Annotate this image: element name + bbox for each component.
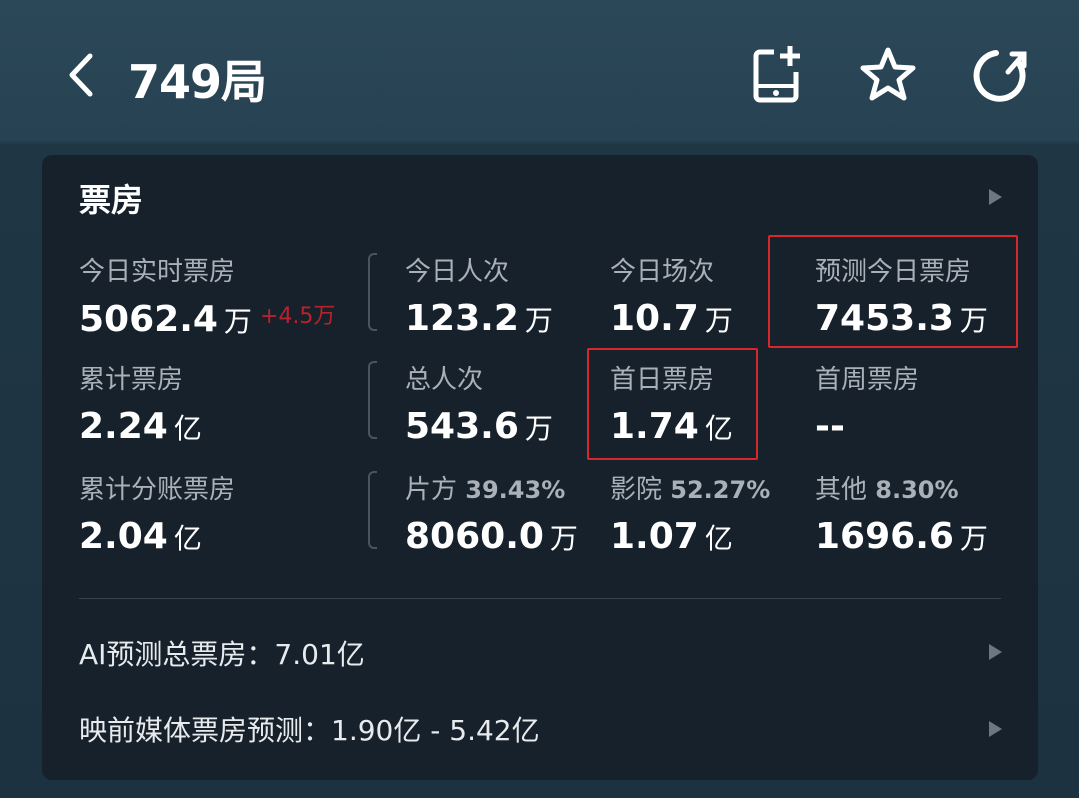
stat-value: 7453.3 万 xyxy=(815,298,988,339)
value-unit: 亿 xyxy=(173,412,202,445)
label-pct: 39.43% xyxy=(465,476,566,504)
label-text: 片方 xyxy=(405,475,458,505)
stat-value: -- xyxy=(815,406,919,447)
page-title: 749局 xyxy=(128,55,267,109)
add-to-phone-icon[interactable] xyxy=(748,44,808,106)
stat-today-realtime: 今日实时票房 5062.4 万 +4.5万 xyxy=(79,251,335,340)
value-unit: 万 xyxy=(704,304,733,337)
divider xyxy=(79,598,1001,599)
stat-total-admissions: 总人次 543.6 万 xyxy=(405,359,553,447)
label-pct: 8.30% xyxy=(875,476,959,504)
value-number: 8060.0 xyxy=(405,516,544,557)
stat-forecast-today: 预测今日票房 7453.3 万 xyxy=(815,251,988,339)
value-unit: 万 xyxy=(223,305,252,338)
stat-label: 累计票房 xyxy=(79,365,184,395)
value-unit: 万 xyxy=(524,304,553,337)
stat-producer-share: 片方 39.43% 8060.0 万 xyxy=(405,469,578,557)
media-forecast-arrow-icon[interactable] xyxy=(989,721,1002,737)
box-office-card: 票房 今日实时票房 5062.4 万 +4.5万 今日人次 123.2 万 今日场次 … xyxy=(42,155,1038,780)
stat-value: 543.6 万 xyxy=(405,406,553,447)
stat-value: 8060.0 万 xyxy=(405,516,578,557)
value-unit: 亿 xyxy=(173,522,202,555)
label-text: 影院 xyxy=(610,475,663,505)
ai-forecast-row[interactable]: AI预测总票房：7.01亿 xyxy=(79,638,365,671)
value-unit: 万 xyxy=(549,522,578,555)
stat-cumulative-split: 累计分账票房 2.04 亿 xyxy=(79,469,235,557)
stat-value: 2.04 亿 xyxy=(79,516,235,557)
stat-value: 1.07 亿 xyxy=(610,516,770,557)
value-number: 1.74 xyxy=(610,406,699,447)
stat-value: 1696.6 万 xyxy=(815,516,988,557)
stat-label: 今日实时票房 xyxy=(79,257,236,287)
stat-label: 总人次 xyxy=(405,365,484,395)
card-title: 票房 xyxy=(79,181,144,219)
stat-label: 影院 52.27% xyxy=(610,469,770,506)
stat-value: 10.7 万 xyxy=(610,298,733,339)
bracket-divider xyxy=(368,253,377,331)
value-number: 7453.3 xyxy=(815,298,954,339)
stat-value: 2.24 亿 xyxy=(79,406,202,447)
label-text: 其他 xyxy=(815,475,868,505)
bracket-divider xyxy=(368,361,377,439)
value-unit: 亿 xyxy=(704,522,733,555)
stat-first-week: 首周票房 -- xyxy=(815,359,919,447)
value-unit: 万 xyxy=(959,304,988,337)
stat-label: 片方 39.43% xyxy=(405,469,578,506)
stat-label: 首日票房 xyxy=(610,365,715,395)
stat-today-admissions: 今日人次 123.2 万 xyxy=(405,251,553,339)
value-number: 543.6 xyxy=(405,406,519,447)
star-icon[interactable] xyxy=(858,44,918,106)
stat-label: 今日人次 xyxy=(405,257,510,287)
value-number: 5062.4 xyxy=(79,299,218,340)
stat-cumulative: 累计票房 2.24 亿 xyxy=(79,359,202,447)
stat-value: 1.74 亿 xyxy=(610,406,733,447)
value-number: 2.04 xyxy=(79,516,168,557)
value-unit: 万 xyxy=(959,522,988,555)
value-delta: +4.5万 xyxy=(259,304,336,329)
ai-forecast-arrow-icon[interactable] xyxy=(989,644,1002,660)
value-unit: 万 xyxy=(524,412,553,445)
value-number: -- xyxy=(815,406,845,447)
stat-today-screenings: 今日场次 10.7 万 xyxy=(610,251,733,339)
refresh-icon[interactable] xyxy=(972,44,1032,106)
stat-other-share: 其他 8.30% 1696.6 万 xyxy=(815,469,988,557)
stat-label: 预测今日票房 xyxy=(815,257,972,287)
stat-value: 5062.4 万 +4.5万 xyxy=(79,298,335,340)
value-number: 1696.6 xyxy=(815,516,954,557)
stat-label: 其他 8.30% xyxy=(815,469,988,506)
stat-label: 累计分账票房 xyxy=(79,475,236,505)
back-chevron-icon[interactable] xyxy=(62,52,102,98)
value-number: 10.7 xyxy=(610,298,699,339)
media-forecast-row[interactable]: 映前媒体票房预测：1.90亿 - 5.42亿 xyxy=(79,714,540,747)
highlight-box xyxy=(587,348,758,460)
label-pct: 52.27% xyxy=(670,476,771,504)
value-number: 1.07 xyxy=(610,516,699,557)
bracket-divider xyxy=(368,471,377,549)
stat-label: 今日场次 xyxy=(610,257,715,287)
stat-label: 首周票房 xyxy=(815,365,920,395)
value-unit: 亿 xyxy=(704,412,733,445)
stat-first-day: 首日票房 1.74 亿 xyxy=(610,359,733,447)
value-number: 123.2 xyxy=(405,298,519,339)
stat-value: 123.2 万 xyxy=(405,298,553,339)
header: 749局 xyxy=(0,0,1079,145)
card-more-arrow-icon[interactable] xyxy=(989,189,1002,205)
highlight-box xyxy=(768,235,1018,348)
value-number: 2.24 xyxy=(79,406,168,447)
stat-cinema-share: 影院 52.27% 1.07 亿 xyxy=(610,469,770,557)
